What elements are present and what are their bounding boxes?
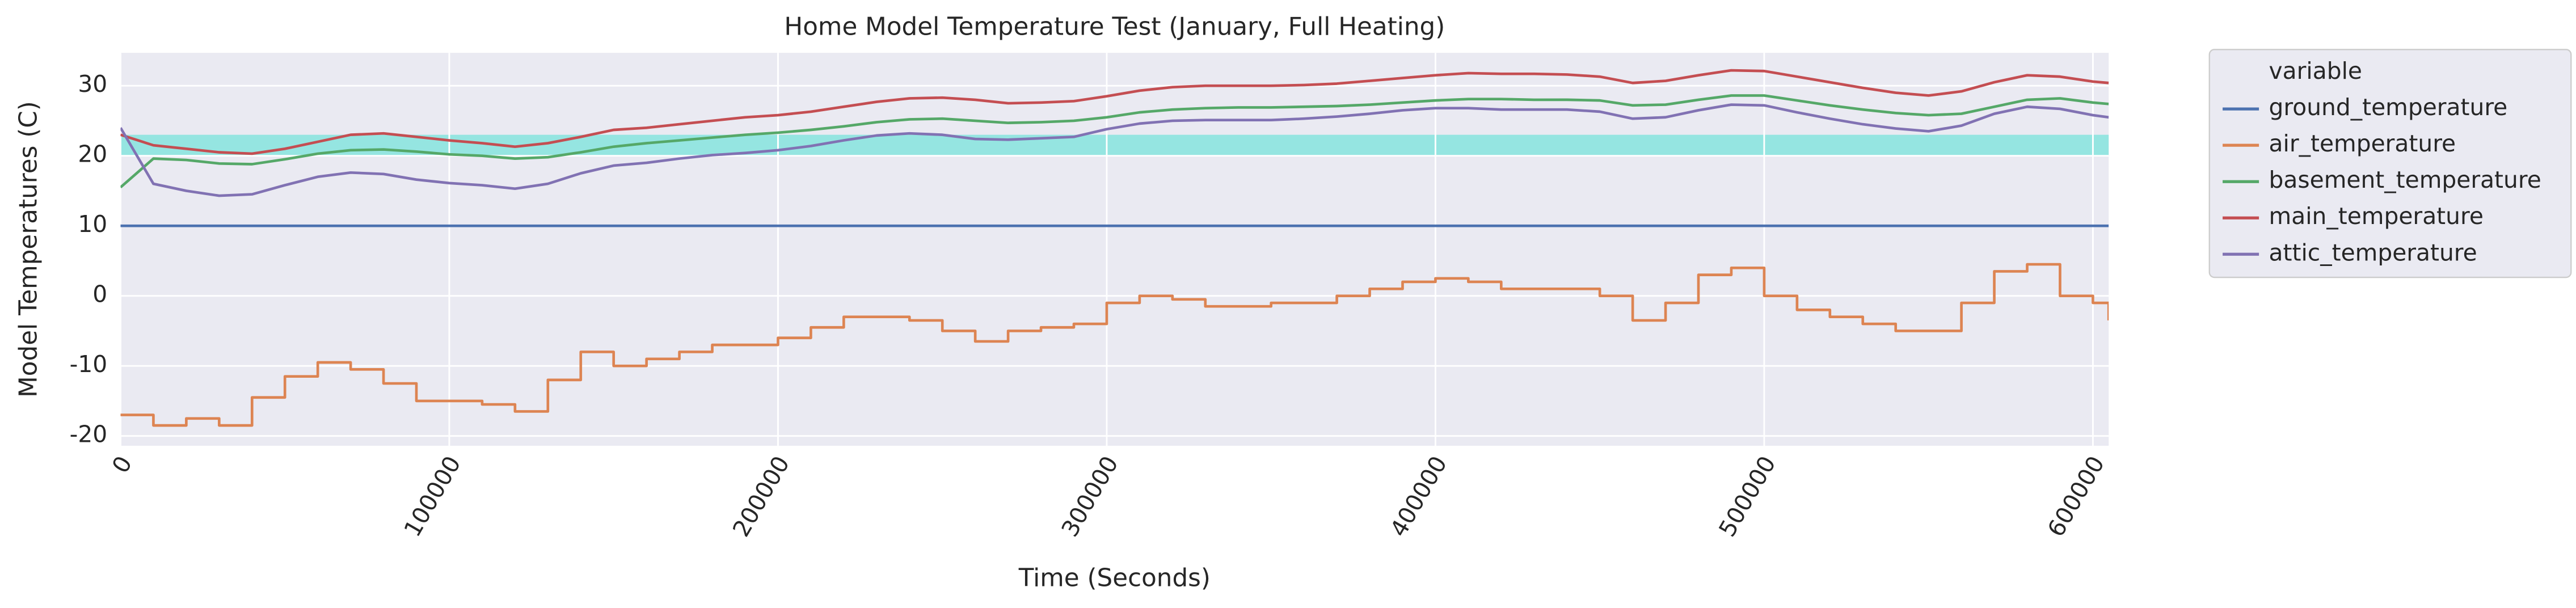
y-tick-label: 30: [78, 70, 107, 98]
series-line: [120, 94, 2109, 189]
legend-label: attic_temperature: [2269, 239, 2477, 266]
legend-label: ground_temperature: [2269, 94, 2508, 121]
legend-label: air_temperature: [2269, 130, 2456, 157]
x-tick-label: 600000: [2042, 451, 2110, 542]
y-tick-label: -20: [70, 421, 108, 448]
series-group: [120, 69, 2109, 427]
x-tick-label: 300000: [1056, 451, 1123, 542]
x-tick-label: 200000: [727, 451, 795, 542]
y-tick-label: 20: [78, 141, 107, 168]
x-tick-label: 500000: [1713, 451, 1781, 542]
legend-label: basement_temperature: [2269, 166, 2541, 193]
y-tick-label: 10: [78, 210, 107, 238]
chart-title: Home Model Temperature Test (January, Fu…: [784, 12, 1445, 41]
series-line: [120, 103, 2109, 197]
x-tick-label: 0: [107, 451, 138, 478]
legend-box: [2208, 49, 2572, 278]
x-axis-label: Time (Seconds): [1018, 564, 1211, 593]
plot-background: [120, 53, 2109, 446]
legend-title: variable: [2269, 57, 2362, 85]
series-line: [120, 263, 2109, 427]
y-axis-label: Model Temperatures (C): [14, 101, 43, 398]
y-tick-label: -10: [70, 351, 108, 378]
x-tick-label: 400000: [1385, 451, 1452, 542]
series-line: [120, 69, 2109, 155]
legend-label: main_temperature: [2269, 202, 2484, 230]
x-tick-label: 100000: [398, 451, 466, 542]
y-tick-label: 0: [92, 281, 107, 308]
comfort-band: [120, 134, 2109, 156]
